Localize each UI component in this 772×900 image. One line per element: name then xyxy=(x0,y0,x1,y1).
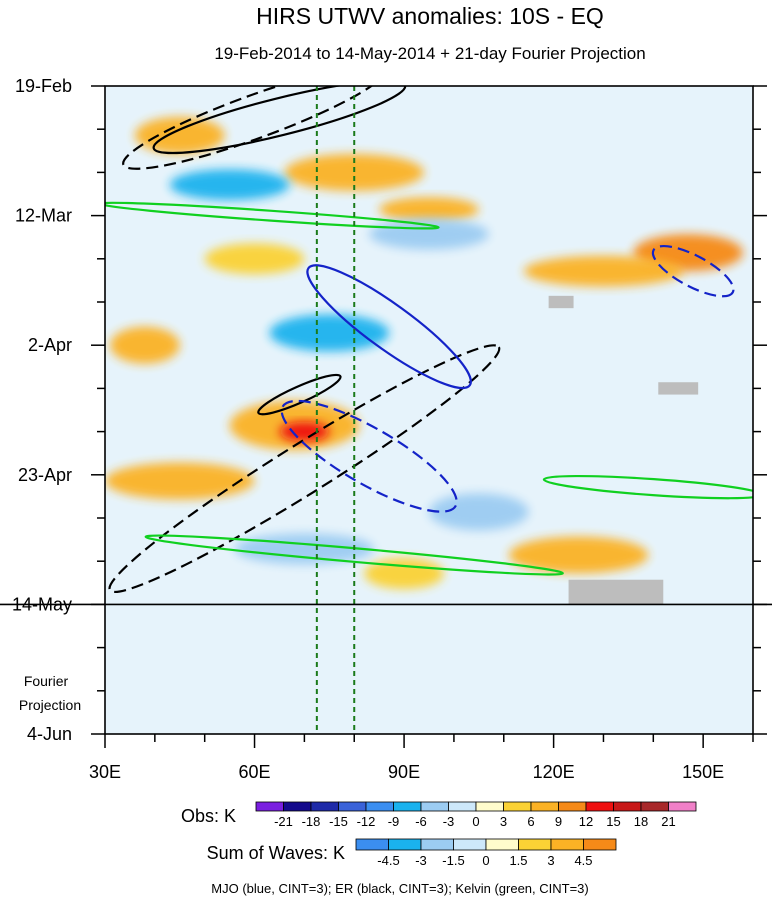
obs-colorbar-box-5 xyxy=(393,801,422,812)
obs-colorbar-tick-label: 6 xyxy=(527,814,534,829)
waves-colorbar-box-2 xyxy=(420,838,454,851)
obs-colorbar-tick-label: 15 xyxy=(606,814,620,829)
obs-colorbar-box-10 xyxy=(530,801,559,812)
obs-colorbar-box-2 xyxy=(310,801,339,812)
waves-colorbar-box-3 xyxy=(453,838,487,851)
wave-contour-er-1 xyxy=(122,86,387,170)
waves-colorbar: Sum of Waves: K -4.5 -3 -1.5 0 1.5 3 4.5 xyxy=(207,838,617,868)
obs-colorbar-box-4 xyxy=(365,801,394,812)
obs-colorbar-box-14 xyxy=(640,801,669,812)
waves-colorbar-tick-label: 0 xyxy=(482,853,489,868)
obs-colorbar-tick-label: -21 xyxy=(274,814,293,829)
y-tick-label: 19-Feb xyxy=(15,76,72,96)
obs-colorbar-tick-label: 18 xyxy=(634,814,648,829)
obs-colorbar-box-6 xyxy=(420,801,449,812)
x-tick-label: 60E xyxy=(239,762,271,782)
y-tick-label: 14-May xyxy=(12,594,72,614)
wave-contour-mjo-6 xyxy=(651,244,735,298)
anomaly-patch-6 xyxy=(109,326,180,364)
wave-contour-kelvin-7 xyxy=(105,201,440,230)
missing-data xyxy=(548,295,699,605)
anomaly-patch-14 xyxy=(269,314,390,352)
obs-colorbar: Obs: K -21 -18 -15 -12 -9 -6 -3 0 3 6 9 12 15 18 21 xyxy=(181,801,697,829)
projection-label-line2: Projection xyxy=(19,697,81,713)
waves-colorbar-label: Sum of Waves: K xyxy=(207,843,345,863)
anomaly-patch-15 xyxy=(429,493,529,531)
anomaly-patch-8 xyxy=(279,421,330,442)
y-axis: 19-Feb 12-Mar 2-Apr 23-Apr 14-May 4-Jun xyxy=(12,76,767,744)
obs-colorbar-box-15 xyxy=(668,801,697,812)
obs-colorbar-box-0 xyxy=(255,801,284,812)
obs-colorbar-box-13 xyxy=(613,801,642,812)
waves-colorbar-tick-label: -4.5 xyxy=(377,853,399,868)
waves-colorbar-box-1 xyxy=(388,838,422,851)
x-tick-label: 150E xyxy=(682,762,724,782)
obs-colorbar-tick-label: -9 xyxy=(388,814,400,829)
missing-data-0 xyxy=(548,295,574,309)
obs-colorbar-box-11 xyxy=(558,801,587,812)
waves-colorbar-tick-label: -1.5 xyxy=(442,853,464,868)
obs-colorbar-tick-label: 12 xyxy=(579,814,593,829)
projection-label-line1: Fourier xyxy=(24,673,69,689)
obs-colorbar-tick-label: -18 xyxy=(302,814,321,829)
chart-subtitle: 19-Feb-2014 to 14-May-2014 + 21-day Four… xyxy=(214,44,645,63)
obs-colorbar-tick-label: -3 xyxy=(443,814,455,829)
missing-data-1 xyxy=(658,382,699,395)
waves-colorbar-tick-label: 3 xyxy=(547,853,554,868)
obs-colorbar-tick-label: 3 xyxy=(500,814,507,829)
waves-colorbar-tick-label: 4.5 xyxy=(574,853,592,868)
anomaly-patch-10 xyxy=(508,536,649,574)
obs-colorbar-tick-label: -12 xyxy=(357,814,376,829)
x-tick-label: 90E xyxy=(388,762,420,782)
obs-colorbar-box-3 xyxy=(338,801,367,812)
anomaly-patch-3 xyxy=(204,243,305,275)
wave-contour-kelvin-9 xyxy=(542,474,753,500)
plot-area xyxy=(0,85,772,735)
waves-colorbar-box-5 xyxy=(518,838,552,851)
waves-colorbar-box-7 xyxy=(583,838,617,851)
footnote: MJO (blue, CINT=3); ER (black, CINT=3); … xyxy=(211,881,588,896)
waves-colorbar-tick-label: 1.5 xyxy=(509,853,527,868)
anomaly-patch-1 xyxy=(284,153,425,191)
anomaly-field xyxy=(105,116,744,589)
anomaly-patch-13 xyxy=(369,218,489,250)
reference-longitudes xyxy=(315,86,356,734)
obs-colorbar-box-1 xyxy=(283,801,312,812)
waves-colorbar-box-0 xyxy=(355,838,389,851)
obs-colorbar-box-7 xyxy=(448,801,477,812)
anomaly-patch-9 xyxy=(105,462,255,500)
missing-data-2 xyxy=(568,579,664,605)
anomaly-patch-11 xyxy=(364,558,444,589)
wave-contour-mjo-4 xyxy=(306,264,472,390)
wave-contour-mjo-5 xyxy=(280,399,458,513)
obs-colorbar-tick-label: 21 xyxy=(661,814,675,829)
obs-colorbar-tick-label: 9 xyxy=(555,814,562,829)
obs-colorbar-box-12 xyxy=(585,801,614,812)
obs-colorbar-tick-label: 0 xyxy=(472,814,479,829)
y-tick-label: 4-Jun xyxy=(27,724,72,744)
obs-colorbar-box-8 xyxy=(475,801,504,812)
y-tick-label: 23-Apr xyxy=(18,465,72,485)
waves-colorbar-box-6 xyxy=(550,838,584,851)
obs-colorbar-box-9 xyxy=(503,801,532,812)
obs-colorbar-tick-label: -15 xyxy=(329,814,348,829)
obs-colorbar-label: Obs: K xyxy=(181,806,236,826)
waves-colorbar-tick-label: -3 xyxy=(415,853,427,868)
plot-frame xyxy=(104,85,754,735)
waves-colorbar-box-4 xyxy=(485,838,519,851)
x-tick-label: 30E xyxy=(89,762,121,782)
x-axis: 30E 60E 90E 120E 150E xyxy=(89,734,754,782)
chart-title: HIRS UTWV anomalies: 10S - EQ xyxy=(256,3,604,29)
anomaly-patch-2 xyxy=(379,197,479,222)
anomaly-patch-0 xyxy=(134,116,225,154)
wave-contour-er-0 xyxy=(152,86,407,155)
x-tick-label: 120E xyxy=(533,762,575,782)
obs-colorbar-tick-label: -6 xyxy=(415,814,427,829)
anomaly-patch-5 xyxy=(523,255,684,287)
y-tick-label: 12-Mar xyxy=(15,206,72,226)
anomaly-patch-12 xyxy=(169,169,290,201)
y-tick-label: 2-Apr xyxy=(28,335,72,355)
wave-contour-er-2 xyxy=(108,344,501,594)
